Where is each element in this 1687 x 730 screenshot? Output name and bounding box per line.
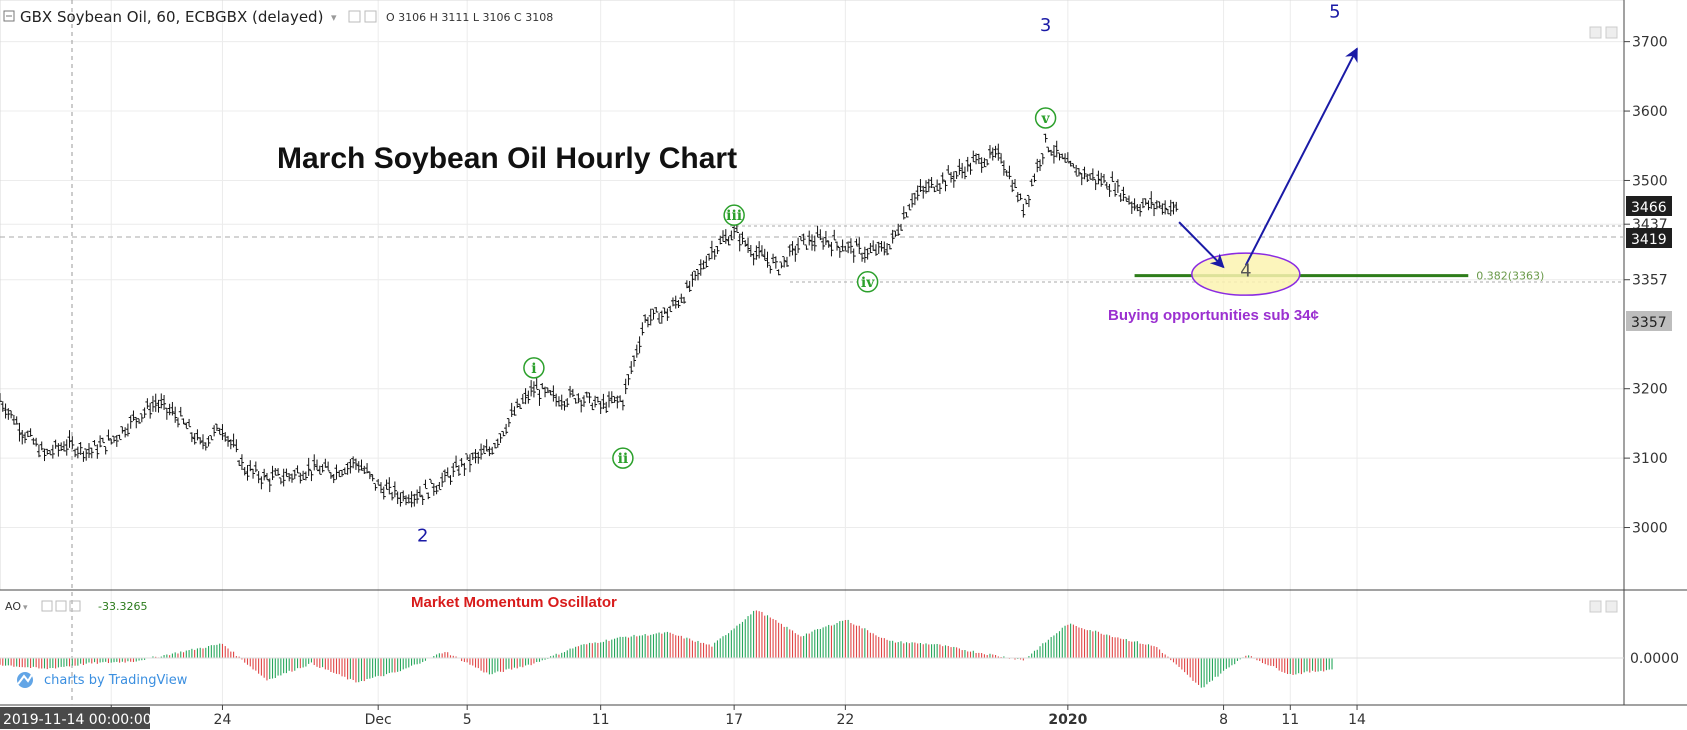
price-tick-label: 3100: [1632, 451, 1668, 467]
time-tick-label: 22: [836, 712, 854, 728]
forecast-arrow: [1178, 221, 1225, 269]
minor-wave-label-v: v: [1041, 111, 1051, 127]
oscillator-title: Market Momentum Oscillator: [411, 594, 617, 611]
time-tick-label: 14: [1348, 712, 1366, 728]
price-tick-label: 3500: [1632, 173, 1668, 189]
ao-name[interactable]: AO: [5, 600, 21, 613]
minor-wave-circle-iii: [723, 204, 745, 226]
support-price-badge: [1626, 311, 1672, 331]
buying-note: Buying opportunities sub 34¢: [1108, 307, 1319, 324]
price-pane-border: [0, 0, 1625, 591]
price-tick-label: 3600: [1632, 104, 1668, 120]
price-tick-label: 3357: [1632, 273, 1668, 289]
ohlc-values: O 3106 H 3111 L 3106 C 3108: [386, 11, 553, 24]
crosshair-time-badge: [0, 707, 150, 729]
wave-label-5: 5: [1329, 1, 1340, 22]
time-tick-label: 17: [725, 712, 743, 728]
ao-remove-icon[interactable]: [69, 600, 81, 612]
chart-title: March Soybean Oil Hourly Chart: [277, 142, 737, 175]
minor-wave-circle-i: [523, 357, 545, 379]
ao-close-icon[interactable]: [1605, 600, 1618, 613]
tradingview-logo-icon: [17, 672, 34, 688]
grid-lines: [0, 0, 1624, 705]
price-tick-label: 3200: [1632, 382, 1668, 398]
last-price-badge: [1626, 196, 1672, 216]
time-tick-label: Dec: [365, 712, 392, 728]
wave-label-3: 3: [1040, 15, 1051, 36]
minor-wave-label-iii: iii: [726, 208, 742, 224]
symbol-title[interactable]: GBX Soybean Oil, 60, ECBGBX (delayed): [20, 8, 323, 26]
hide-icon[interactable]: [364, 10, 377, 23]
minor-wave-circle-v: [1034, 107, 1057, 129]
crosshair-time-label: 2019-11-14 00:00:00: [3, 712, 152, 728]
line-price-badge: [1626, 228, 1672, 248]
wave-label-2: 2: [417, 525, 428, 546]
time-tick-label: 8: [1219, 712, 1228, 728]
time-tick-label: 5: [463, 712, 472, 728]
ao-chevron-icon[interactable]: ▾: [23, 603, 28, 613]
line-price-badge-label: 3419: [1631, 232, 1667, 248]
pane-close-icon[interactable]: [1605, 26, 1618, 39]
time-tick-label: 24: [214, 712, 232, 728]
time-tick-label: 11: [1281, 712, 1299, 728]
forecast-arrow: [1244, 47, 1358, 266]
settings-icon[interactable]: [348, 10, 361, 23]
minor-wave-label-i: i: [531, 361, 536, 377]
minor-wave-circle-ii: [612, 447, 634, 469]
minor-wave-label-ii: ii: [618, 451, 629, 467]
time-tick-label: 2020: [1048, 712, 1087, 728]
minor-wave-circle-iv: [856, 271, 879, 293]
fib-382-label: 0.382(3363): [1476, 270, 1544, 283]
ao-series: [0, 610, 1333, 688]
ao-hide-icon[interactable]: [55, 600, 67, 612]
ao-zero-label: 0.0000: [1630, 651, 1679, 667]
collapse-icon[interactable]: [3, 10, 15, 22]
pane-maximize-icon[interactable]: [1589, 26, 1602, 39]
chevron-down-icon[interactable]: ▾: [331, 11, 337, 24]
price-series: [0, 133, 1179, 508]
ao-maximize-icon[interactable]: [1589, 600, 1602, 613]
time-axis-ticks: 1924Dec5111722202081114: [102, 705, 1366, 728]
last-price-badge-label: 3466: [1631, 200, 1667, 216]
support-price-badge-label: 3357: [1631, 315, 1667, 331]
wave-label-4: 4: [1240, 260, 1251, 281]
watermark-text[interactable]: charts by TradingView: [44, 673, 188, 688]
ao-settings-icon[interactable]: [41, 600, 53, 612]
price-tick-label: 3000: [1632, 521, 1668, 537]
ao-value: -33.3265: [98, 600, 147, 613]
time-tick-label: 11: [592, 712, 610, 728]
minor-wave-label-iv: iv: [861, 275, 875, 291]
price-tick-label: 3700: [1632, 35, 1668, 51]
